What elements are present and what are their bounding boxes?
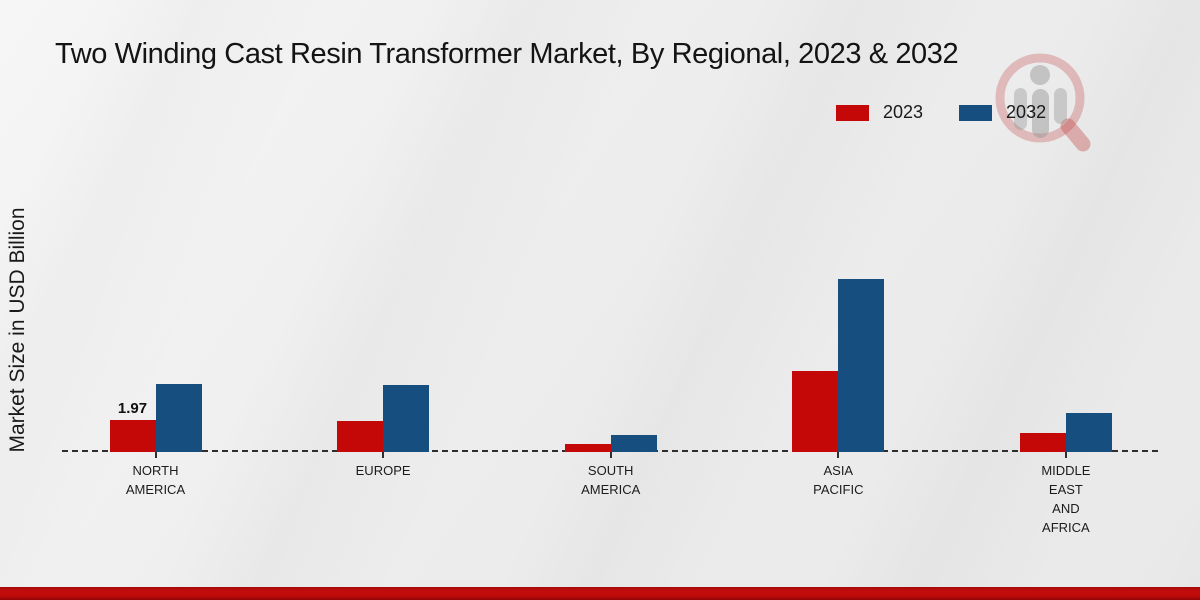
legend-label-2032: 2032	[1006, 102, 1047, 122]
y-axis-label: Market Size in USD Billion	[6, 207, 29, 453]
axis-tick-middle-east-and-africa	[1064, 452, 1067, 458]
bar-2032-middle-east-and-africa	[1065, 413, 1112, 452]
bar-2032-north-america	[155, 384, 202, 452]
category-label-europe: EUROPE	[355, 463, 411, 478]
bar-2032-south-america	[610, 435, 657, 452]
bar-2023-middle-east-and-africa	[1019, 433, 1066, 452]
bar-2032-europe	[383, 385, 430, 452]
legend-swatch-2032-icon	[959, 104, 993, 121]
axis-tick-south-america	[609, 452, 612, 458]
category-label-middle-east-and-africa: MIDDLE EAST AND AFRICA	[1041, 463, 1091, 535]
legend-label-2023: 2023	[883, 102, 924, 122]
legend: 2023 2032	[836, 102, 1046, 123]
footer-accent-bar	[0, 587, 1200, 600]
bar-2023-north-america	[109, 420, 156, 452]
axis-tick-north-america	[154, 452, 157, 458]
axis-tick-europe	[382, 452, 385, 458]
bar-2023-south-america	[564, 444, 611, 452]
category-label-north-america: NORTH AMERICA	[125, 463, 186, 497]
category-label-south-america: SOUTH AMERICA	[581, 463, 641, 497]
chart-title: Two Winding Cast Resin Transformer Marke…	[55, 38, 959, 70]
legend-item-2023: 2023	[836, 102, 923, 123]
value-label-2023: 1.97	[117, 400, 148, 417]
bar-2032-asia-pacific	[838, 279, 885, 452]
bar-2023-asia-pacific	[792, 371, 839, 452]
bar-2023-europe	[337, 421, 384, 452]
category-label-asia-pacific: ASIA PACIFIC	[813, 463, 864, 497]
legend-swatch-2023-icon	[836, 104, 869, 121]
axis-tick-asia-pacific	[837, 452, 840, 458]
legend-item-2032: 2032	[959, 102, 1046, 123]
